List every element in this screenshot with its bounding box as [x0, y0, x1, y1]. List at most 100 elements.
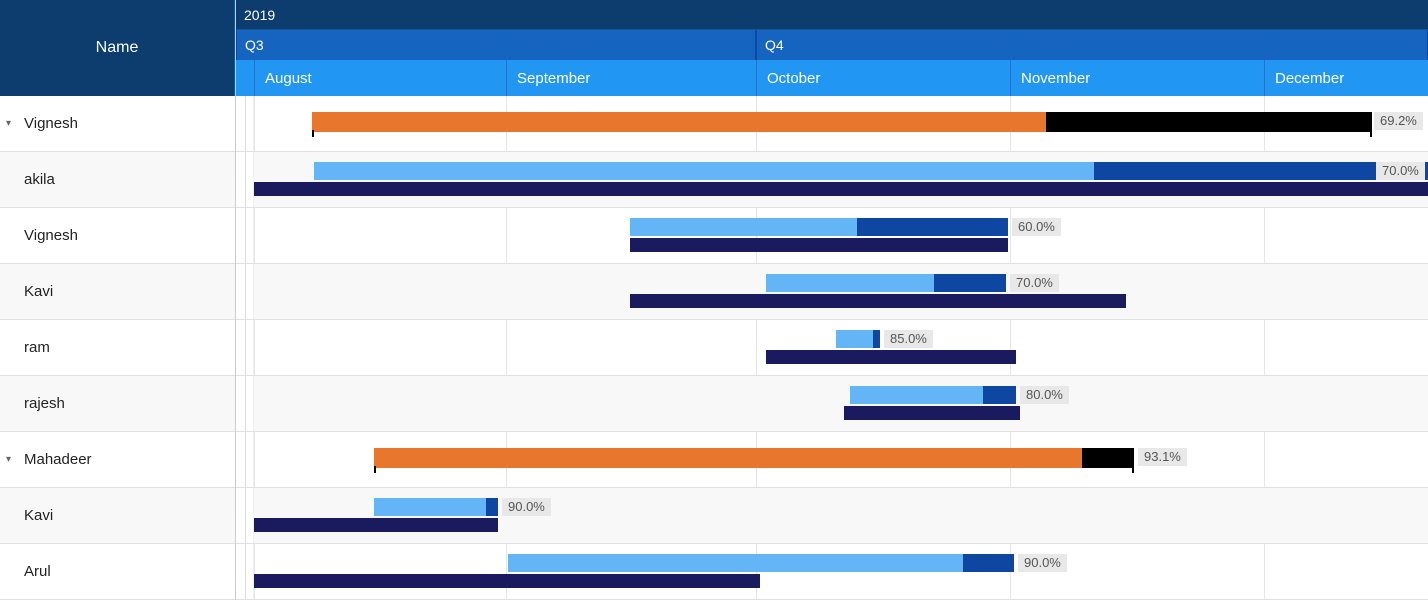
year-header[interactable]: 2019 [236, 0, 1428, 30]
month-cell[interactable]: October [756, 60, 1010, 96]
row-header[interactable]: Vignesh [0, 208, 235, 264]
summary-progress [312, 112, 1046, 132]
chart-row: 93.1% [236, 432, 1428, 488]
row-gutter [236, 96, 246, 151]
row-gutter [246, 488, 254, 543]
quarter-header: Q3Q4 [236, 30, 1428, 60]
chart-row: 60.0% [236, 208, 1428, 264]
timeline-body: 69.2% 70.0% 60.0% 70.0% 85.0% 80.0% 93.1% 90.0%… [236, 96, 1428, 600]
summary-bar[interactable] [374, 448, 1134, 468]
row-gutter [246, 208, 254, 263]
row-name-label: Mahadeer [24, 451, 92, 468]
baseline-bar[interactable] [630, 238, 1008, 252]
task-bar[interactable] [630, 218, 1008, 236]
row-gutter [236, 208, 246, 263]
quarter-cell[interactable]: Q3 [236, 30, 756, 60]
task-bar[interactable] [766, 274, 1006, 292]
task-progress [508, 554, 963, 572]
month-header: AugustSeptemberOctoberNovemberDecember [236, 60, 1428, 96]
task-progress [766, 274, 934, 292]
row-gutter [246, 264, 254, 319]
baseline-bar[interactable] [254, 518, 498, 532]
row-gutter [246, 152, 254, 207]
row-name-label: Kavi [24, 507, 53, 524]
task-progress [850, 386, 983, 404]
quarter-cell[interactable]: Q4 [756, 30, 1428, 60]
expand-caret-icon[interactable]: ▾ [6, 118, 20, 129]
row-name-label: Vignesh [24, 227, 78, 244]
row-gutter [246, 320, 254, 375]
row-name-label: ram [24, 339, 50, 356]
task-bar[interactable] [374, 498, 498, 516]
row-name-label: Vignesh [24, 115, 78, 132]
row-name-label: Kavi [24, 283, 53, 300]
progress-pct-label: 93.1% [1138, 448, 1187, 466]
baseline-bar[interactable] [254, 574, 760, 588]
task-progress [630, 218, 857, 236]
baseline-bar[interactable] [254, 182, 1428, 196]
progress-pct-label: 70.0% [1376, 162, 1425, 180]
progress-pct-label: 90.0% [1018, 554, 1067, 572]
timeline-header: 2019 Q3Q4 AugustSeptemberOctoberNovember… [236, 0, 1428, 96]
gantt-chart: Name ▾ Vignesh akila Vignesh Kavi ram rajesh ▾ M… [0, 0, 1428, 600]
row-header-panel: Name ▾ Vignesh akila Vignesh Kavi ram rajesh ▾ M… [0, 0, 236, 600]
progress-pct-label: 90.0% [502, 498, 551, 516]
summary-cap [1370, 130, 1372, 137]
summary-cap [312, 130, 314, 137]
expand-caret-icon[interactable]: ▾ [6, 454, 20, 465]
name-column-label: Name [96, 39, 139, 57]
month-cell[interactable]: August [254, 60, 506, 96]
chart-row: 85.0% [236, 320, 1428, 376]
row-gutter [236, 544, 246, 599]
baseline-bar[interactable] [630, 294, 1126, 308]
row-gutter [236, 488, 246, 543]
chart-row: 69.2% [236, 96, 1428, 152]
timeline-panel: 2019 Q3Q4 AugustSeptemberOctoberNovember… [236, 0, 1428, 600]
progress-pct-label: 80.0% [1020, 386, 1069, 404]
row-name-label: rajesh [24, 395, 65, 412]
progress-pct-label: 70.0% [1010, 274, 1059, 292]
row-header[interactable]: Kavi [0, 264, 235, 320]
row-header[interactable]: ram [0, 320, 235, 376]
row-gutter [236, 376, 246, 431]
row-name-label: Arul [24, 563, 51, 580]
task-bar[interactable] [836, 330, 880, 348]
task-bar[interactable] [850, 386, 1016, 404]
chart-row: 80.0% [236, 376, 1428, 432]
row-header[interactable]: ▾ Mahadeer [0, 432, 235, 488]
month-cell[interactable]: September [506, 60, 756, 96]
baseline-bar[interactable] [766, 350, 1016, 364]
row-gutter [236, 152, 246, 207]
row-header[interactable]: Arul [0, 544, 235, 600]
row-name-label: akila [24, 171, 55, 188]
chart-row: 70.0% [236, 264, 1428, 320]
summary-progress [374, 448, 1082, 468]
month-cell[interactable]: December [1264, 60, 1428, 96]
summary-cap [374, 466, 376, 473]
row-gutter [246, 96, 254, 151]
row-header[interactable]: akila [0, 152, 235, 208]
row-gutter [246, 376, 254, 431]
row-header[interactable]: rajesh [0, 376, 235, 432]
row-header[interactable]: ▾ Vignesh [0, 96, 235, 152]
progress-pct-label: 69.2% [1374, 112, 1423, 130]
row-header[interactable]: Kavi [0, 488, 235, 544]
task-bar[interactable] [314, 162, 1428, 180]
row-gutter [246, 544, 254, 599]
year-label: 2019 [244, 7, 275, 23]
baseline-bar[interactable] [844, 406, 1020, 420]
row-header-body: ▾ Vignesh akila Vignesh Kavi ram rajesh ▾ Mahade… [0, 96, 235, 600]
summary-cap [1132, 466, 1134, 473]
month-cell[interactable]: November [1010, 60, 1264, 96]
progress-pct-label: 60.0% [1012, 218, 1061, 236]
task-progress [374, 498, 486, 516]
summary-bar[interactable] [312, 112, 1372, 132]
row-gutter [236, 320, 246, 375]
row-gutter [236, 264, 246, 319]
name-column-header[interactable]: Name [0, 0, 235, 96]
task-bar[interactable] [508, 554, 1014, 572]
chart-row: 90.0% [236, 544, 1428, 600]
chart-row: 90.0% [236, 488, 1428, 544]
task-progress [836, 330, 873, 348]
task-progress [314, 162, 1094, 180]
